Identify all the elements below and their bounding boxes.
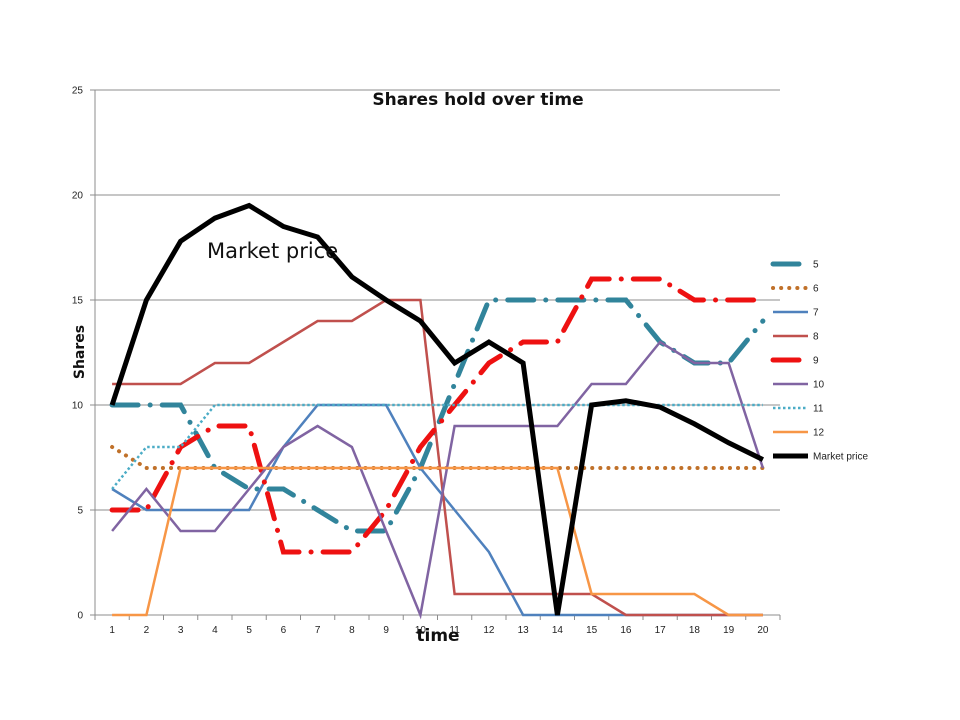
gridlines [95,89,780,511]
x-tick-label: 6 [281,625,287,636]
x-tick-label: 14 [552,625,564,636]
x-tick-label: 10 [415,625,427,636]
y-tick-label: 15 [72,296,84,307]
x-tick-label: 12 [483,625,495,636]
x-tick-label: 17 [655,625,667,636]
legend-label: 11 [813,404,824,415]
market-price-annotation: Market price [207,239,338,263]
x-tick-label: 7 [315,625,321,636]
legend-label: 8 [813,332,819,343]
x-tick-label: 9 [383,625,389,636]
x-tick-label: 4 [212,625,218,636]
x-tick-label: 2 [144,625,150,636]
legend-label: 10 [813,380,825,391]
x-tick-label: 1 [109,625,115,636]
x-tick-label: 8 [349,625,355,636]
y-axis-ticks: 0 5 10 15 20 25 [72,86,84,622]
x-tick-label: 3 [178,625,184,636]
series-line-8 [112,298,763,617]
x-tick-label: 16 [620,625,632,636]
legend: 5 6 7 8 9 10 11 12 Market price [770,260,868,463]
y-tick-label: 10 [72,401,84,412]
x-tick-label: 13 [518,625,530,636]
y-tick-label: 20 [72,191,84,202]
series-line-market-price [109,202,764,616]
y-tick-label: 0 [77,611,83,622]
legend-label: 6 [813,284,819,295]
chart-title: Shares hold over time [372,90,583,110]
legend-label: 9 [813,356,819,367]
legend-label: 12 [813,428,825,439]
y-axis-label: Shares [72,325,88,379]
x-tick-label: 19 [723,625,735,636]
series-line-10 [111,340,765,620]
x-tick-label: 20 [757,625,769,636]
x-tick-label: 18 [689,625,701,636]
x-tick-label: 15 [586,625,598,636]
series-line-5 [109,297,766,534]
x-tick-label: 11 [449,625,460,636]
x-axis-label: time [416,626,459,646]
series-line-12 [112,466,763,617]
legend-label: 7 [813,308,819,319]
legend-label: 5 [813,260,819,271]
x-axis-ticks: 1 2 3 4 5 6 7 8 9 10 11 12 13 14 15 16 17 18 19 20 [109,625,769,636]
series-lines [109,202,766,620]
legend-label: Market price [813,452,868,463]
y-tick-label: 5 [77,506,83,517]
y-tick-label: 25 [72,86,84,97]
series-line-9 [109,276,766,555]
x-tick-label: 5 [246,625,252,636]
